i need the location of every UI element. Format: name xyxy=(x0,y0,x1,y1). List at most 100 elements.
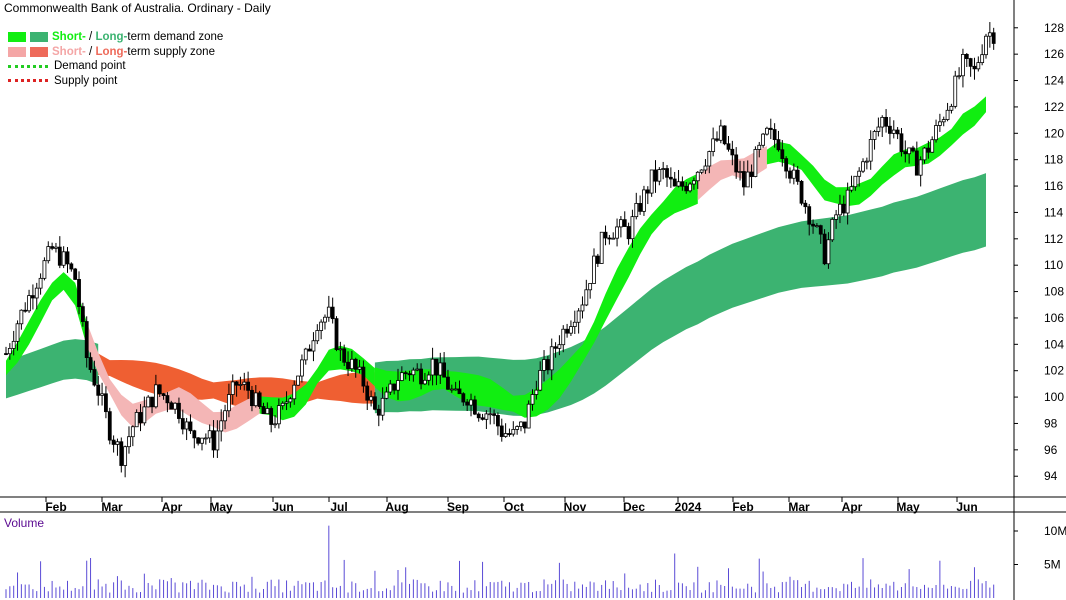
candle-body-down xyxy=(653,169,658,182)
candle-body-down xyxy=(595,255,600,264)
candle-body-down xyxy=(522,421,527,429)
candle-body-down xyxy=(926,147,931,153)
candle-body-down xyxy=(407,373,412,376)
legend-demand-long: Long- xyxy=(95,31,128,43)
candle-body-down xyxy=(161,393,166,396)
candle-body-up xyxy=(349,358,354,370)
candle-body-up xyxy=(861,161,865,172)
candle-body-up xyxy=(484,413,489,420)
candle-body-up xyxy=(153,384,158,408)
candle-body-down xyxy=(841,203,846,214)
candle-body-up xyxy=(864,160,869,163)
long-supply-swatch xyxy=(30,46,48,57)
candle-body-down xyxy=(111,439,116,445)
candle-body-up xyxy=(830,218,835,241)
candle-body-down xyxy=(749,171,754,177)
candle-body-up xyxy=(934,125,938,141)
candle-body-down xyxy=(811,223,815,227)
legend-demand-sep: / xyxy=(85,31,96,43)
candle-body-down xyxy=(638,203,643,212)
candle-body-down xyxy=(165,395,170,404)
candle-body-up xyxy=(838,203,842,216)
candle-body-up xyxy=(357,366,362,370)
candle-body-down xyxy=(899,133,904,153)
candles-layer xyxy=(4,22,996,478)
candle-body-up xyxy=(692,180,696,185)
candle-body-up xyxy=(526,403,531,429)
candle-body-down xyxy=(138,412,143,424)
demand-point-swatch xyxy=(8,64,48,68)
x-tick-label: Nov xyxy=(564,500,587,514)
candle-body-up xyxy=(987,32,992,37)
candle-body-up xyxy=(426,374,431,381)
candle-body-down xyxy=(734,154,739,173)
candle-body-up xyxy=(42,260,47,279)
candle-body-up xyxy=(134,412,139,428)
candle-body-down xyxy=(607,237,612,240)
candle-body-up xyxy=(503,433,508,437)
legend-supply-zone: Short- / Long- term supply zone xyxy=(8,45,223,60)
y-tick-label: 118 xyxy=(1044,153,1063,167)
candle-body-up xyxy=(27,295,31,312)
candle-body-up xyxy=(868,139,873,162)
candle-body-up xyxy=(273,423,277,426)
candle-body-up xyxy=(845,189,850,214)
candle-body-down xyxy=(211,430,216,451)
candle-body-up xyxy=(215,430,220,451)
candle-body-down xyxy=(914,150,919,176)
candle-body-down xyxy=(968,58,973,67)
candle-body-down xyxy=(622,219,627,227)
candle-body-up xyxy=(941,119,946,123)
candle-body-up xyxy=(945,109,950,120)
candle-body-up xyxy=(300,359,304,377)
candle-body-up xyxy=(953,75,958,107)
x-tick-label: Apr xyxy=(162,500,183,514)
candle-body-down xyxy=(419,368,423,385)
candle-body-down xyxy=(446,376,450,390)
candle-body-up xyxy=(542,359,546,371)
candle-body-up xyxy=(661,168,666,170)
candle-body-down xyxy=(715,138,719,141)
candle-body-down xyxy=(726,143,731,150)
candle-body-up xyxy=(695,171,700,182)
candle-body-up xyxy=(588,283,593,291)
long-demand-swatch xyxy=(30,32,48,43)
candle-body-up xyxy=(761,133,765,146)
candle-body-down xyxy=(234,381,239,386)
candle-body-down xyxy=(73,268,78,280)
candle-body-up xyxy=(449,388,454,391)
candle-body-up xyxy=(115,441,120,445)
candle-body-up xyxy=(880,116,885,128)
candle-body-down xyxy=(261,406,266,415)
candle-body-up xyxy=(292,384,297,400)
candle-body-down xyxy=(553,346,558,349)
candle-body-up xyxy=(142,406,147,424)
candle-body-up xyxy=(265,408,270,415)
candle-body-down xyxy=(442,362,447,378)
candle-body-up xyxy=(123,446,128,466)
candle-body-down xyxy=(180,418,185,430)
candle-body-down xyxy=(822,233,827,265)
candle-body-up xyxy=(34,287,39,299)
candle-body-down xyxy=(196,437,201,444)
candle-body-down xyxy=(96,384,101,396)
candle-body-down xyxy=(496,415,500,427)
candle-body-down xyxy=(565,328,569,334)
candle-body-down xyxy=(346,361,350,370)
candle-body-down xyxy=(492,413,496,416)
y-tick-label: 116 xyxy=(1044,179,1063,193)
y-tick-label: 94 xyxy=(1044,469,1058,483)
candle-body-up xyxy=(630,216,635,240)
candle-body-up xyxy=(718,125,723,141)
candle-body-up xyxy=(284,401,289,404)
candle-body-down xyxy=(991,32,996,44)
candle-body-down xyxy=(23,309,28,312)
candle-body-down xyxy=(157,384,162,395)
candle-body-down xyxy=(784,158,789,172)
candle-body-up xyxy=(569,326,573,334)
candle-body-up xyxy=(619,219,623,228)
candle-body-up xyxy=(219,420,224,432)
candle-body-up xyxy=(146,396,151,408)
